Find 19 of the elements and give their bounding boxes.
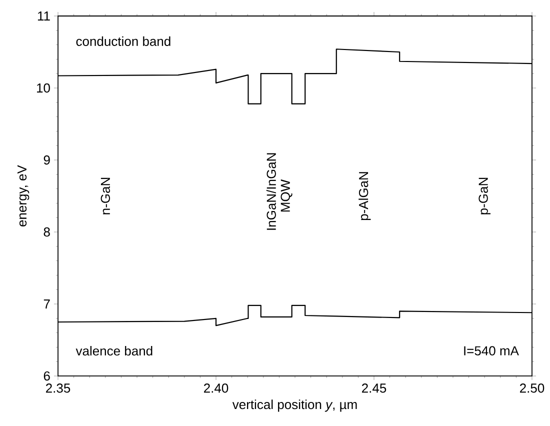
x-tick-label: 2.50 xyxy=(520,384,544,393)
x-tick-label: 2.45 xyxy=(362,384,386,393)
legend-label: conduction band xyxy=(76,36,170,46)
y-tick-label: 11 xyxy=(38,12,50,20)
legend-label: valence band xyxy=(76,346,152,356)
annotation: I=540 mA xyxy=(464,346,519,356)
annotation: p-GaN xyxy=(478,178,490,214)
annotation: p-AlGaN xyxy=(358,172,371,220)
y-axis-title: energy, eV xyxy=(18,165,30,226)
annotation: InGaN/InGaN MQW xyxy=(266,153,292,230)
y-tick-label: 6 xyxy=(44,371,50,381)
x-axis-title: vertical position y, µm xyxy=(232,400,357,412)
annotation: n-GaN xyxy=(100,178,110,214)
y-tick-label: 7 xyxy=(44,300,50,308)
x-tick-label: 2.40 xyxy=(204,384,228,393)
x-tick-label: 2.35 xyxy=(46,384,70,393)
y-tick-label: 10 xyxy=(37,83,50,93)
y-tick-label: 9 xyxy=(44,155,50,165)
y-tick-label: 8 xyxy=(44,227,50,237)
